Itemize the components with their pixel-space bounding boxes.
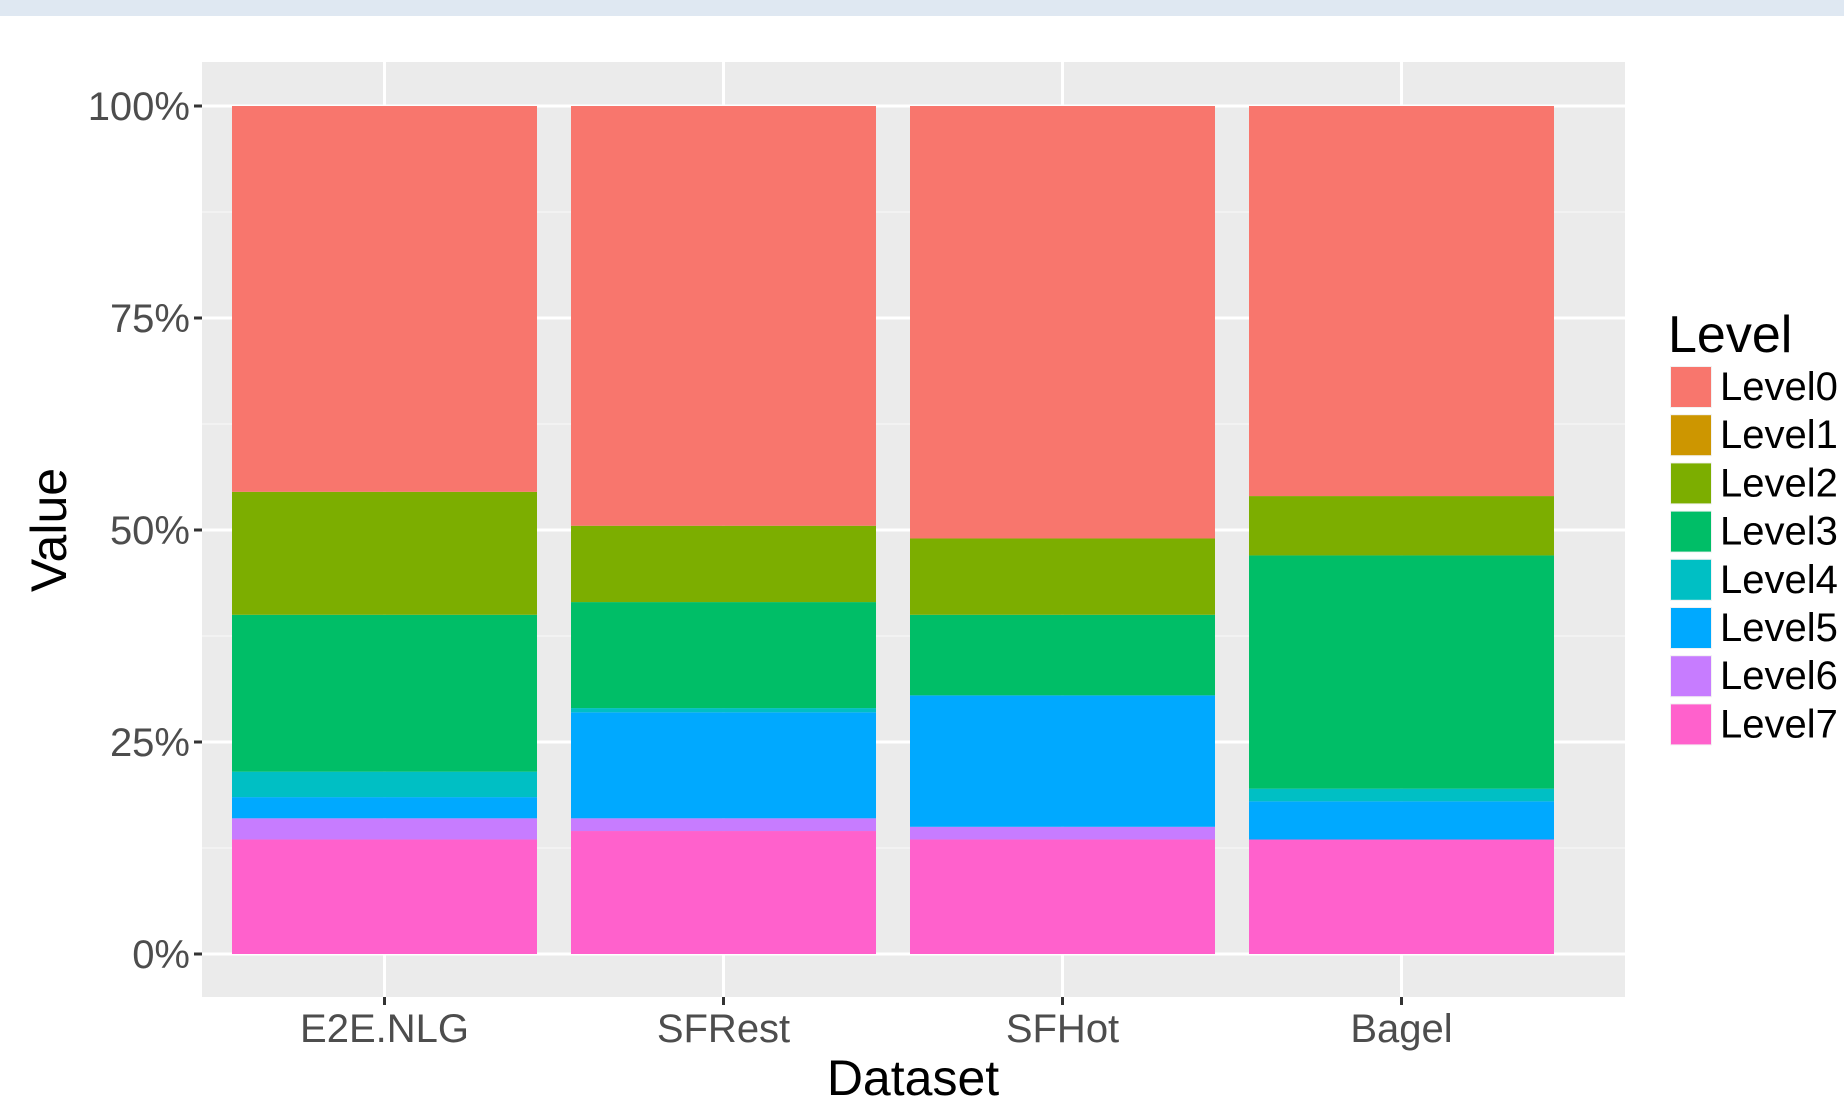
- bar-segment-level6: [910, 826, 1215, 840]
- y-tick-label: 50%: [110, 509, 190, 553]
- legend-label: Level7: [1720, 702, 1838, 746]
- x-tick-label: Bagel: [1350, 1007, 1452, 1051]
- bar-segment-level5: [232, 797, 537, 819]
- x-axis-title: Dataset: [827, 1050, 999, 1097]
- bar-segment-level2: [232, 491, 537, 615]
- y-tick-label: 0%: [132, 933, 190, 977]
- legend-swatch-level7: [1671, 704, 1711, 745]
- bar-segment-level7: [910, 839, 1215, 954]
- top-band: [0, 0, 1844, 16]
- bar-segment-level0: [910, 106, 1215, 539]
- bar-segment-level5: [571, 712, 876, 819]
- x-tick-label: SFRest: [657, 1007, 790, 1051]
- legend-swatch-level5: [1671, 608, 1711, 648]
- bar-segment-level0: [232, 106, 537, 492]
- legend-title: Level: [1668, 306, 1792, 364]
- bar-segment-level4: [232, 771, 537, 798]
- legend-swatch-level4: [1671, 559, 1711, 600]
- legend-swatch-level6: [1671, 656, 1711, 697]
- bar-segment-level3: [1249, 555, 1554, 789]
- legend-swatch-level0: [1671, 367, 1711, 407]
- y-axis: 0% 25% 50% 75% 100%: [88, 85, 202, 977]
- bar-segment-level4: [571, 708, 876, 713]
- bar-segment-level6: [571, 818, 876, 832]
- bar-segment-level5: [1249, 801, 1554, 840]
- x-axis: E2E.NLG SFRest SFHot Bagel: [300, 997, 1453, 1051]
- x-tick-label: SFHot: [1006, 1007, 1119, 1051]
- y-tick-label: 100%: [88, 85, 190, 129]
- legend-label: Level0: [1720, 365, 1838, 409]
- y-tick-label: 75%: [110, 297, 190, 341]
- legend-label: Level4: [1720, 558, 1838, 602]
- legend-label: Level1: [1720, 413, 1838, 457]
- bar-segment-level0: [1249, 106, 1554, 497]
- legend-label: Level2: [1720, 461, 1838, 505]
- legend-swatch-level1: [1671, 415, 1711, 456]
- bar-segment-level2: [571, 525, 876, 603]
- bar-segment-level6: [232, 818, 537, 840]
- bar-segment-level7: [232, 839, 537, 954]
- legend-label: Level5: [1720, 606, 1838, 650]
- bar-segment-level5: [910, 695, 1215, 827]
- bar-segment-level3: [910, 614, 1215, 696]
- legend-swatch-level3: [1671, 511, 1711, 552]
- bar-segment-level3: [232, 614, 537, 772]
- bar-segment-level7: [571, 831, 876, 954]
- bar-segment-level7: [1249, 839, 1554, 954]
- bar-segment-level3: [571, 602, 876, 709]
- x-tick-label: E2E.NLG: [300, 1007, 469, 1051]
- legend-swatch-level2: [1671, 463, 1711, 504]
- legend-items: Level0Level1Level2Level3Level4Level5Leve…: [1670, 365, 1838, 746]
- bars: [232, 106, 1554, 954]
- bar-segment-level2: [1249, 496, 1554, 556]
- legend-label: Level3: [1720, 510, 1838, 554]
- y-axis-title: Value: [21, 468, 77, 592]
- legend-label: Level6: [1720, 654, 1838, 698]
- y-tick-label: 25%: [110, 721, 190, 765]
- bar-segment-level4: [1249, 788, 1554, 802]
- bar-segment-level0: [571, 106, 876, 526]
- legend: Level Level0Level1Level2Level3Level4Leve…: [1668, 306, 1838, 746]
- bar-segment-level2: [910, 538, 1215, 615]
